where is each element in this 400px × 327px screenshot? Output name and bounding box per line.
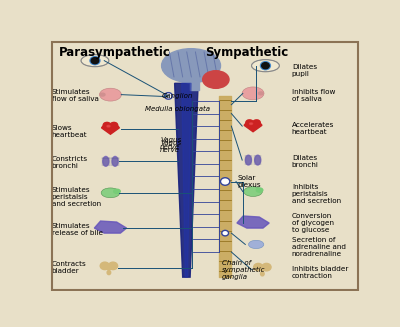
Ellipse shape: [90, 57, 100, 65]
Ellipse shape: [101, 188, 120, 198]
Ellipse shape: [100, 262, 110, 270]
Text: Ganglion: Ganglion: [162, 93, 193, 99]
Ellipse shape: [103, 156, 109, 166]
Ellipse shape: [242, 87, 264, 100]
Ellipse shape: [246, 120, 253, 125]
Ellipse shape: [114, 189, 120, 193]
Ellipse shape: [252, 60, 279, 72]
Text: Vagus
nerve: Vagus nerve: [160, 140, 181, 153]
Polygon shape: [255, 267, 270, 271]
Ellipse shape: [81, 55, 109, 67]
Circle shape: [164, 93, 172, 99]
Ellipse shape: [107, 125, 110, 127]
Polygon shape: [102, 266, 116, 270]
Circle shape: [222, 230, 228, 236]
Text: Constricts
bronchi: Constricts bronchi: [52, 156, 88, 169]
Ellipse shape: [260, 62, 270, 70]
Ellipse shape: [100, 88, 121, 101]
Polygon shape: [102, 123, 119, 134]
Text: Stimulates
release of bile: Stimulates release of bile: [52, 223, 102, 236]
Text: Vagus
nerve: Vagus nerve: [160, 137, 181, 150]
Ellipse shape: [260, 272, 264, 276]
Text: Dilates
bronchi: Dilates bronchi: [292, 155, 319, 168]
Ellipse shape: [100, 93, 105, 96]
Ellipse shape: [162, 49, 220, 83]
Text: Inhibits bladder
contraction: Inhibits bladder contraction: [292, 266, 348, 279]
Ellipse shape: [203, 71, 229, 88]
Polygon shape: [175, 83, 198, 277]
Ellipse shape: [250, 123, 252, 125]
Polygon shape: [237, 216, 269, 228]
Ellipse shape: [248, 240, 264, 249]
Text: Contracts
bladder: Contracts bladder: [52, 261, 86, 274]
Circle shape: [262, 62, 269, 69]
Ellipse shape: [244, 187, 262, 197]
Text: Conversion
of glycogen
to glucose: Conversion of glycogen to glucose: [292, 213, 334, 233]
Ellipse shape: [110, 122, 118, 128]
Text: Medulla oblongata: Medulla oblongata: [144, 105, 210, 112]
Ellipse shape: [254, 263, 263, 271]
Circle shape: [91, 58, 99, 64]
Text: Chain of
sympathetic
ganglia: Chain of sympathetic ganglia: [222, 260, 266, 280]
Ellipse shape: [112, 156, 118, 166]
Text: Stimulates
flow of saliva: Stimulates flow of saliva: [52, 89, 98, 102]
Ellipse shape: [253, 120, 260, 125]
Text: Stimulates
peristalsis
and secretion: Stimulates peristalsis and secretion: [52, 187, 101, 207]
Ellipse shape: [258, 92, 264, 95]
Text: Solar
plexus: Solar plexus: [238, 175, 261, 188]
Polygon shape: [182, 83, 191, 277]
Text: Inhibits
peristalsis
and secretion: Inhibits peristalsis and secretion: [292, 184, 341, 204]
Text: Parasympathetic: Parasympathetic: [59, 45, 171, 59]
Text: Slows
heartbeat: Slows heartbeat: [52, 125, 87, 138]
Ellipse shape: [255, 155, 261, 165]
Ellipse shape: [108, 262, 118, 270]
Text: Sympathetic: Sympathetic: [205, 45, 288, 59]
Ellipse shape: [103, 122, 111, 128]
Text: Accelerates
heartbeat: Accelerates heartbeat: [292, 122, 334, 135]
Circle shape: [220, 178, 230, 185]
Text: Inhibits flow
of saliva: Inhibits flow of saliva: [292, 89, 335, 102]
Text: Dilates
pupil: Dilates pupil: [292, 64, 317, 77]
Ellipse shape: [245, 155, 252, 165]
Ellipse shape: [256, 188, 263, 192]
Ellipse shape: [262, 263, 271, 271]
Polygon shape: [94, 221, 126, 233]
Text: Secretion of
adrenaline and
noradrenaline: Secretion of adrenaline and noradrenalin…: [292, 237, 346, 257]
Ellipse shape: [107, 270, 111, 275]
Polygon shape: [244, 120, 262, 132]
